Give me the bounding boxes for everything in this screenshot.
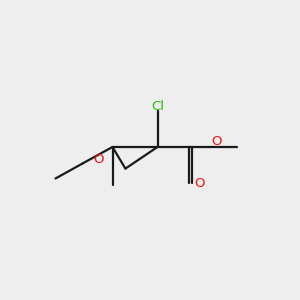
Text: Cl: Cl [151,100,164,113]
Text: O: O [211,135,221,148]
Text: O: O [93,153,104,166]
Text: O: O [194,177,205,190]
